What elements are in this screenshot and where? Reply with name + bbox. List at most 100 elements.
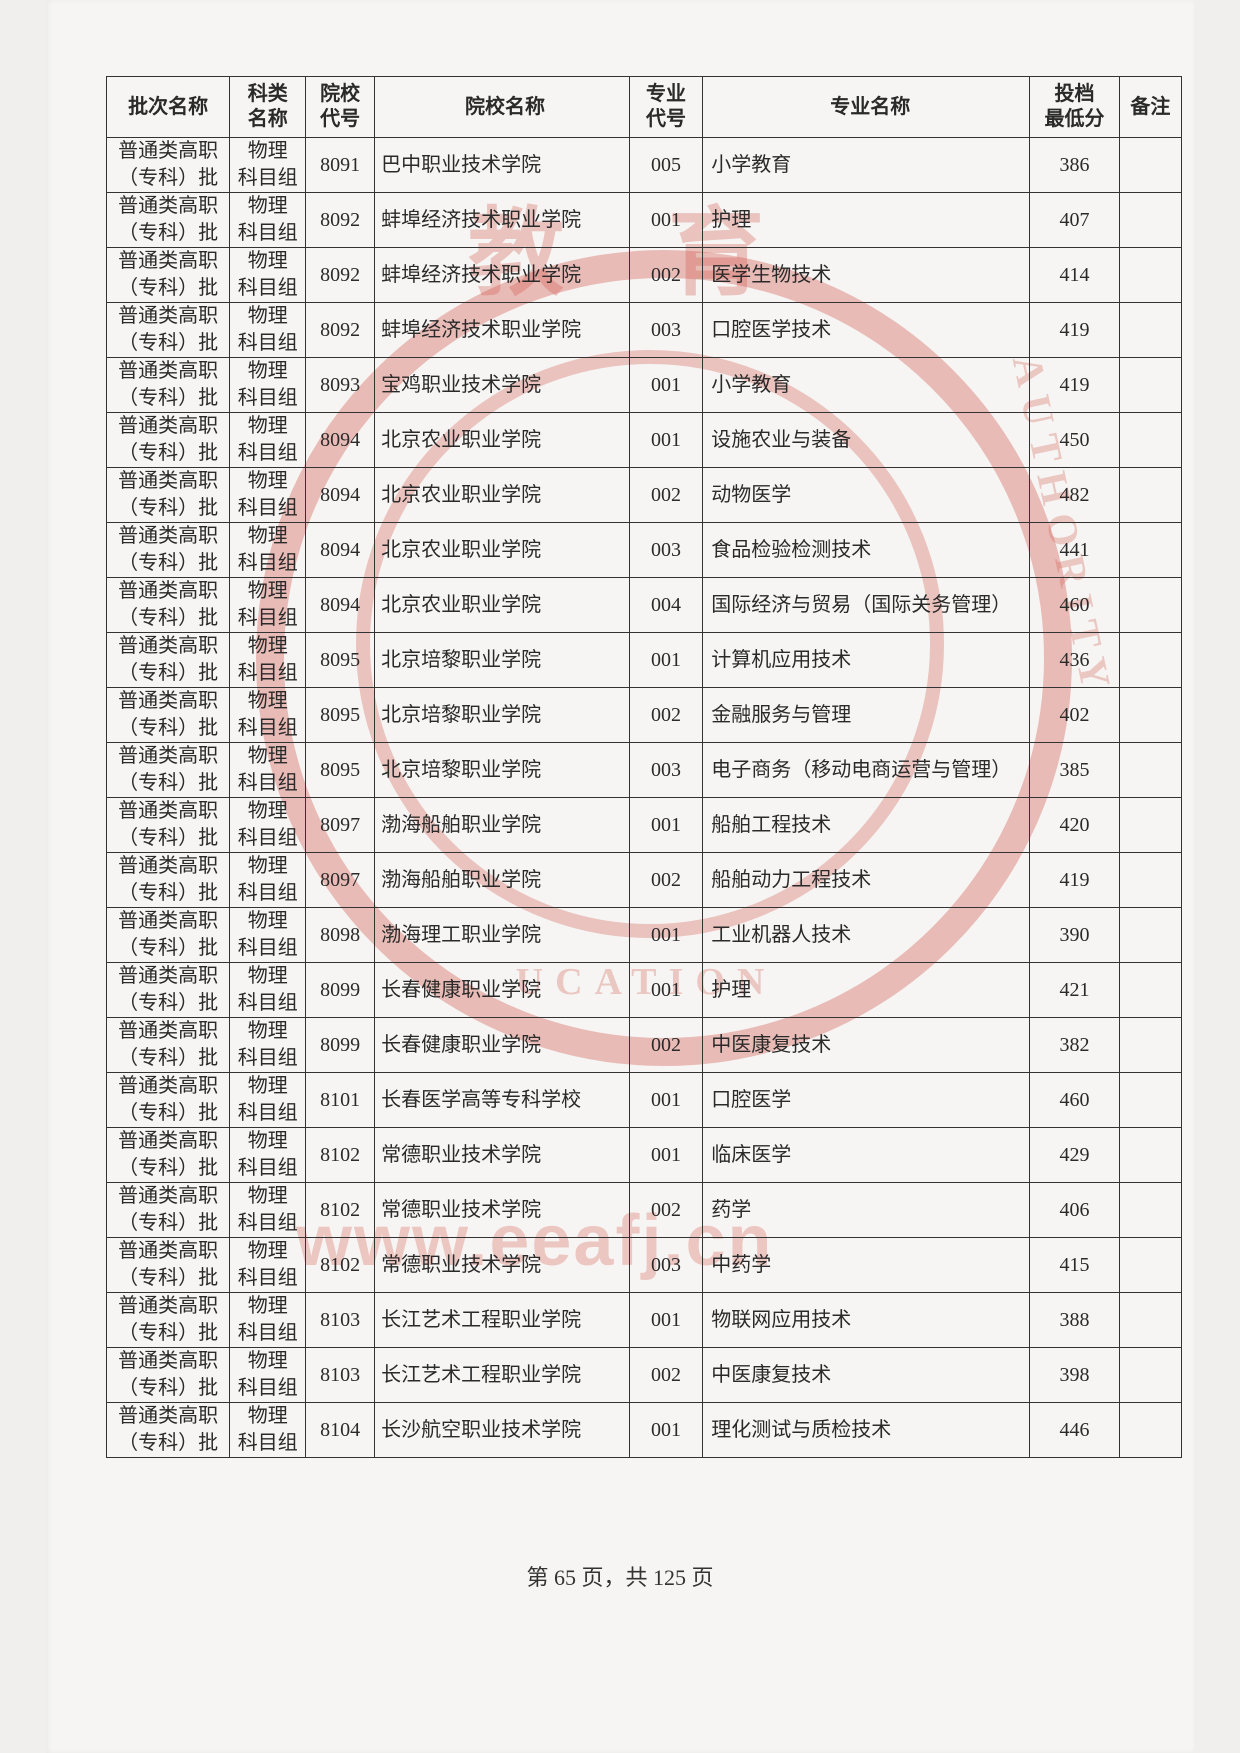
cell: 普通类高职（专科）批 bbox=[107, 1238, 230, 1293]
cell bbox=[1119, 1348, 1181, 1403]
cell: 421 bbox=[1030, 963, 1119, 1018]
cell: 北京农业职业学院 bbox=[375, 523, 630, 578]
cell: 普通类高职（专科）批 bbox=[107, 468, 230, 523]
table-row: 普通类高职（专科）批物理科目组8092蚌埠经济技术职业学院003口腔医学技术41… bbox=[107, 303, 1182, 358]
pager-mid: 页，共 bbox=[576, 1565, 653, 1590]
cell: 450 bbox=[1030, 413, 1119, 468]
cell: 护理 bbox=[703, 963, 1030, 1018]
cell: 物理科目组 bbox=[230, 413, 306, 468]
table-row: 普通类高职（专科）批物理科目组8091巴中职业技术学院005小学教育386 bbox=[107, 138, 1182, 193]
cell: 002 bbox=[629, 853, 703, 908]
pager-total: 125 bbox=[653, 1565, 686, 1590]
cell bbox=[1119, 138, 1181, 193]
cell: 002 bbox=[629, 1018, 703, 1073]
cell: 8103 bbox=[306, 1348, 375, 1403]
cell: 长春健康职业学院 bbox=[375, 963, 630, 1018]
cell: 普通类高职（专科）批 bbox=[107, 358, 230, 413]
pager-current: 65 bbox=[554, 1565, 576, 1590]
table-row: 普通类高职（专科）批物理科目组8097渤海船舶职业学院001船舶工程技术420 bbox=[107, 798, 1182, 853]
cell: 宝鸡职业技术学院 bbox=[375, 358, 630, 413]
cell bbox=[1119, 633, 1181, 688]
cell: 8092 bbox=[306, 248, 375, 303]
cell: 001 bbox=[629, 1128, 703, 1183]
cell: 物理科目组 bbox=[230, 908, 306, 963]
cell: 理化测试与质检技术 bbox=[703, 1403, 1030, 1458]
cell: 临床医学 bbox=[703, 1128, 1030, 1183]
cell: 005 bbox=[629, 138, 703, 193]
cell: 398 bbox=[1030, 1348, 1119, 1403]
cell: 001 bbox=[629, 633, 703, 688]
table-header-row: 批次名称 科类名称 院校代号 院校名称 专业代号 专业名称 投档最低分 备注 bbox=[107, 77, 1182, 138]
cell: 常德职业技术学院 bbox=[375, 1183, 630, 1238]
cell: 普通类高职（专科）批 bbox=[107, 853, 230, 908]
cell: 物理科目组 bbox=[230, 1073, 306, 1128]
cell: 406 bbox=[1030, 1183, 1119, 1238]
pager-suffix: 页 bbox=[686, 1565, 714, 1590]
cell: 429 bbox=[1030, 1128, 1119, 1183]
cell: 419 bbox=[1030, 853, 1119, 908]
cell: 402 bbox=[1030, 688, 1119, 743]
cell: 长江艺术工程职业学院 bbox=[375, 1293, 630, 1348]
cell: 设施农业与装备 bbox=[703, 413, 1030, 468]
cell: 002 bbox=[629, 468, 703, 523]
table-row: 普通类高职（专科）批物理科目组8095北京培黎职业学院003电子商务（移动电商运… bbox=[107, 743, 1182, 798]
pager-prefix: 第 bbox=[526, 1565, 554, 1590]
cell bbox=[1119, 1403, 1181, 1458]
cell: 中医康复技术 bbox=[703, 1018, 1030, 1073]
col-header-batch: 批次名称 bbox=[107, 77, 230, 138]
cell: 普通类高职（专科）批 bbox=[107, 1403, 230, 1458]
cell bbox=[1119, 963, 1181, 1018]
cell: 8102 bbox=[306, 1128, 375, 1183]
cell: 物理科目组 bbox=[230, 358, 306, 413]
cell bbox=[1119, 248, 1181, 303]
cell: 普通类高职（专科）批 bbox=[107, 1293, 230, 1348]
cell: 普通类高职（专科）批 bbox=[107, 1073, 230, 1128]
cell bbox=[1119, 193, 1181, 248]
cell: 8102 bbox=[306, 1183, 375, 1238]
cell: 物理科目组 bbox=[230, 1018, 306, 1073]
cell: 物理科目组 bbox=[230, 1348, 306, 1403]
table-row: 普通类高职（专科）批物理科目组8098渤海理工职业学院001工业机器人技术390 bbox=[107, 908, 1182, 963]
cell: 460 bbox=[1030, 1073, 1119, 1128]
cell: 482 bbox=[1030, 468, 1119, 523]
cell: 渤海理工职业学院 bbox=[375, 908, 630, 963]
cell: 8095 bbox=[306, 688, 375, 743]
page-surface: 教 育 AUTHORITY UCATION www.eeafj.cn 批次名称 … bbox=[46, 0, 1194, 1753]
cell: 物理科目组 bbox=[230, 138, 306, 193]
cell: 386 bbox=[1030, 138, 1119, 193]
cell: 北京培黎职业学院 bbox=[375, 688, 630, 743]
cell: 船舶工程技术 bbox=[703, 798, 1030, 853]
table-row: 普通类高职（专科）批物理科目组8094北京农业职业学院003食品检验检测技术44… bbox=[107, 523, 1182, 578]
cell: 普通类高职（专科）批 bbox=[107, 578, 230, 633]
cell bbox=[1119, 468, 1181, 523]
cell: 普通类高职（专科）批 bbox=[107, 303, 230, 358]
cell: 普通类高职（专科）批 bbox=[107, 1183, 230, 1238]
cell: 普通类高职（专科）批 bbox=[107, 523, 230, 578]
cell bbox=[1119, 578, 1181, 633]
cell: 8094 bbox=[306, 578, 375, 633]
cell bbox=[1119, 798, 1181, 853]
cell: 工业机器人技术 bbox=[703, 908, 1030, 963]
admissions-table: 批次名称 科类名称 院校代号 院校名称 专业代号 专业名称 投档最低分 备注 普… bbox=[106, 76, 1182, 1458]
cell: 382 bbox=[1030, 1018, 1119, 1073]
cell: 001 bbox=[629, 1403, 703, 1458]
table-row: 普通类高职（专科）批物理科目组8101长春医学高等专科学校001口腔医学460 bbox=[107, 1073, 1182, 1128]
cell: 8099 bbox=[306, 963, 375, 1018]
cell: 8097 bbox=[306, 853, 375, 908]
cell: 长沙航空职业技术学院 bbox=[375, 1403, 630, 1458]
cell: 普通类高职（专科）批 bbox=[107, 688, 230, 743]
cell: 物理科目组 bbox=[230, 1293, 306, 1348]
cell: 北京农业职业学院 bbox=[375, 468, 630, 523]
cell: 8092 bbox=[306, 193, 375, 248]
table-row: 普通类高职（专科）批物理科目组8097渤海船舶职业学院002船舶动力工程技术41… bbox=[107, 853, 1182, 908]
cell: 常德职业技术学院 bbox=[375, 1238, 630, 1293]
cell bbox=[1119, 1018, 1181, 1073]
cell: 8099 bbox=[306, 1018, 375, 1073]
cell: 长江艺术工程职业学院 bbox=[375, 1348, 630, 1403]
cell: 药学 bbox=[703, 1183, 1030, 1238]
table-row: 普通类高职（专科）批物理科目组8102常德职业技术学院003中药学415 bbox=[107, 1238, 1182, 1293]
col-header-school-name: 院校名称 bbox=[375, 77, 630, 138]
cell: 物理科目组 bbox=[230, 193, 306, 248]
cell: 巴中职业技术学院 bbox=[375, 138, 630, 193]
cell: 渤海船舶职业学院 bbox=[375, 853, 630, 908]
